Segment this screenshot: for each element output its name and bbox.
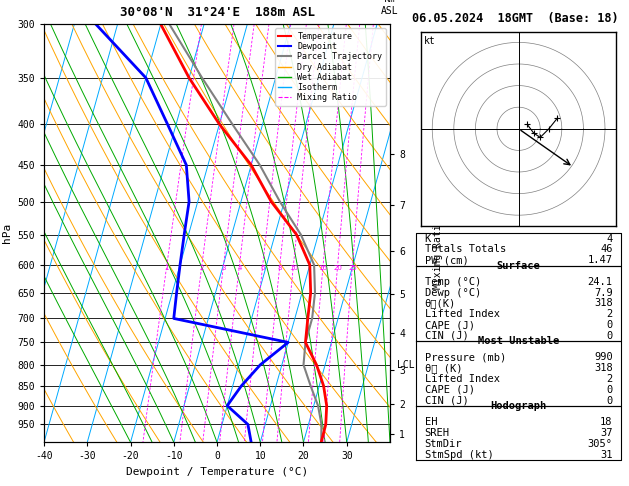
Text: km
ASL: km ASL (381, 0, 399, 16)
Text: K: K (425, 234, 431, 243)
Text: 7.9: 7.9 (594, 288, 613, 298)
Text: CIN (J): CIN (J) (425, 331, 469, 341)
Text: 8: 8 (277, 265, 282, 271)
Text: kt: kt (423, 36, 435, 46)
X-axis label: Dewpoint / Temperature (°C): Dewpoint / Temperature (°C) (126, 467, 308, 477)
Text: 10: 10 (289, 265, 298, 271)
Text: LCL: LCL (397, 360, 415, 370)
Text: Lifted Index: Lifted Index (425, 374, 499, 384)
Text: 37: 37 (600, 428, 613, 438)
Text: 25: 25 (348, 265, 357, 271)
Text: 3: 3 (221, 265, 226, 271)
Title: 30°08'N  31°24'E  188m ASL: 30°08'N 31°24'E 188m ASL (120, 6, 314, 19)
Text: 990: 990 (594, 352, 613, 363)
Text: 0: 0 (606, 331, 613, 341)
Text: StmSpd (kt): StmSpd (kt) (425, 450, 493, 460)
Text: θᴇ (K): θᴇ (K) (425, 363, 462, 373)
Text: CAPE (J): CAPE (J) (425, 320, 474, 330)
Text: 20: 20 (333, 265, 342, 271)
Text: 2: 2 (199, 265, 204, 271)
Text: Totals Totals: Totals Totals (425, 244, 506, 255)
Text: 305°: 305° (587, 439, 613, 449)
Text: 24.1: 24.1 (587, 277, 613, 287)
Text: Hodograph: Hodograph (491, 401, 547, 411)
Text: Dewp (°C): Dewp (°C) (425, 288, 481, 298)
Text: CIN (J): CIN (J) (425, 396, 469, 406)
Text: 31: 31 (600, 450, 613, 460)
Text: 06.05.2024  18GMT  (Base: 18): 06.05.2024 18GMT (Base: 18) (412, 12, 618, 25)
Text: StmDir: StmDir (425, 439, 462, 449)
Text: 0: 0 (606, 385, 613, 395)
Y-axis label: hPa: hPa (2, 223, 12, 243)
Text: 0: 0 (606, 320, 613, 330)
Text: Mixing Ratio (g/kg): Mixing Ratio (g/kg) (433, 177, 443, 289)
Text: Lifted Index: Lifted Index (425, 309, 499, 319)
Text: 318: 318 (594, 298, 613, 309)
Text: 318: 318 (594, 363, 613, 373)
Text: 4: 4 (606, 234, 613, 243)
Text: 4: 4 (237, 265, 242, 271)
Text: 1: 1 (165, 265, 169, 271)
Text: 6: 6 (260, 265, 265, 271)
Text: 16: 16 (319, 265, 328, 271)
Text: Pressure (mb): Pressure (mb) (425, 352, 506, 363)
Text: 46: 46 (600, 244, 613, 255)
Legend: Temperature, Dewpoint, Parcel Trajectory, Dry Adiabat, Wet Adiabat, Isotherm, Mi: Temperature, Dewpoint, Parcel Trajectory… (275, 29, 386, 105)
Text: 2: 2 (606, 374, 613, 384)
Text: 1.47: 1.47 (587, 255, 613, 265)
Text: 0: 0 (606, 396, 613, 406)
Text: EH: EH (425, 417, 437, 427)
Text: θᴇ(K): θᴇ(K) (425, 298, 456, 309)
Text: PW (cm): PW (cm) (425, 255, 469, 265)
Text: SREH: SREH (425, 428, 450, 438)
Text: Temp (°C): Temp (°C) (425, 277, 481, 287)
Text: Most Unstable: Most Unstable (478, 336, 559, 347)
Text: 2: 2 (606, 309, 613, 319)
Text: CAPE (J): CAPE (J) (425, 385, 474, 395)
Text: Surface: Surface (497, 260, 540, 271)
Text: 18: 18 (600, 417, 613, 427)
